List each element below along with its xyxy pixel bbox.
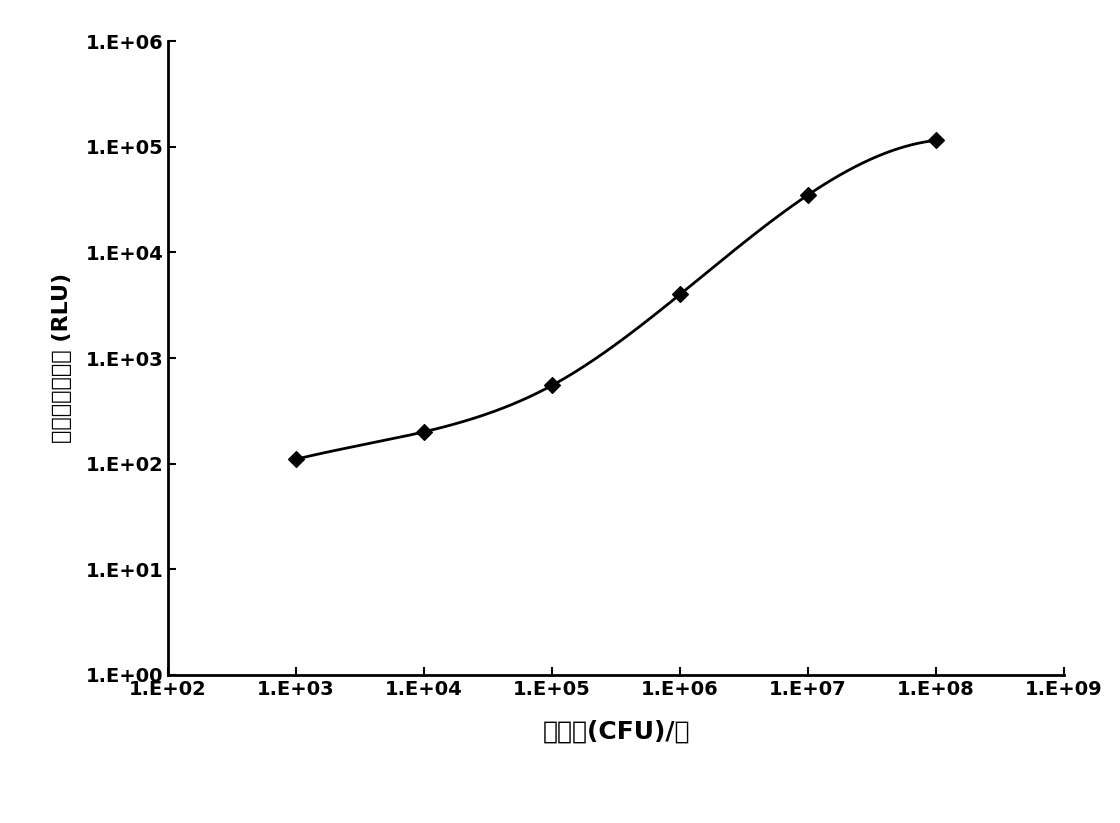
Point xyxy=(287,453,305,466)
Point xyxy=(671,288,689,301)
Point xyxy=(416,425,433,439)
Point xyxy=(799,188,816,202)
Point xyxy=(927,134,945,147)
Y-axis label: 相对发光强度値 (RLU): 相对发光强度値 (RLU) xyxy=(52,273,72,443)
Point xyxy=(543,379,561,392)
X-axis label: 细菌数(CFU)/孔: 细菌数(CFU)/孔 xyxy=(542,719,690,743)
